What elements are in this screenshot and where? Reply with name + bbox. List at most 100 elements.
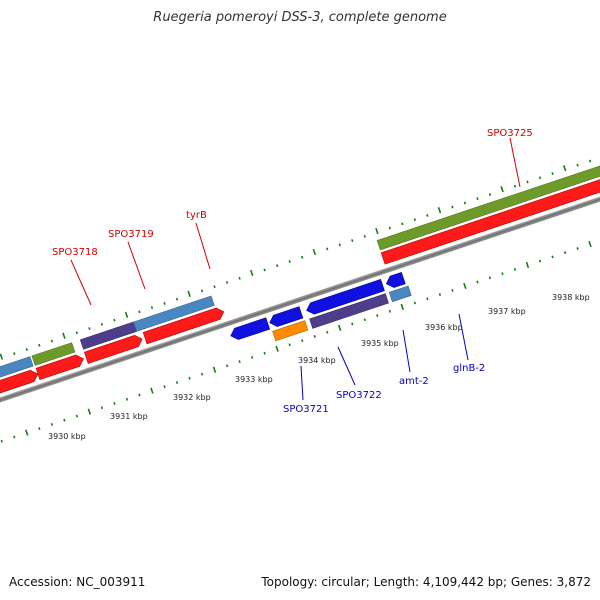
minor-tick [25,348,28,351]
minor-tick [50,422,54,426]
major-tick [463,282,467,290]
scale-label: 3937 kbp [488,307,526,316]
minor-tick [175,381,179,384]
scale-label: 3938 kbp [552,293,590,302]
minor-tick [538,176,542,180]
minor-tick [313,335,316,338]
minor-tick [250,355,254,359]
major-tick [562,165,567,172]
scale-label: 3935 kbp [361,339,399,348]
minor-tick [413,301,417,305]
minor-tick [351,239,354,243]
gene-label-tyrb[interactable]: tyrB [186,210,207,221]
minor-tick [376,314,379,317]
scale-label: 3936 kbp [425,323,463,332]
minor-tick [563,251,567,255]
minor-tick [88,327,91,330]
minor-tick [263,351,266,355]
minor-tick [288,343,291,347]
minor-tick [0,439,3,443]
minor-tick [163,301,166,305]
gene-label-glnb2[interactable]: glnB-2 [453,363,485,374]
gene-block-steelblue[interactable] [0,356,34,401]
scale-label: 3931 kbp [110,412,148,421]
minor-tick [288,260,291,263]
cds-arrow-reverse[interactable] [384,271,406,289]
minor-tick [301,339,304,343]
minor-tick [38,343,41,347]
major-tick [187,290,191,297]
gene-label-amt2[interactable]: amt-2 [399,376,429,387]
major-tick [525,261,530,269]
minor-tick [351,322,354,326]
reverse-cds-row [229,271,412,342]
gene-block-steelblue-glnb2[interactable] [388,285,412,303]
major-tick [150,387,154,394]
gene-label-spo3719[interactable]: SPO3719 [108,229,154,240]
minor-tick [413,218,416,222]
major-tick [250,269,254,277]
minor-tick [576,247,579,250]
gene-block-orange[interactable] [272,320,309,342]
minor-tick [451,288,454,292]
gene-label-spo3722[interactable]: SPO3722 [336,390,382,401]
scale-label: 3932 kbp [173,393,211,402]
minor-tick [275,264,279,268]
major-tick [400,303,404,311]
minor-tick [150,306,154,310]
minor-tick [188,376,191,380]
minor-tick [463,201,467,205]
minor-tick [100,322,104,326]
minor-tick [363,234,366,238]
scale-labels: 3930 kbp 3931 kbp 3932 kbp 3933 kbp 3934… [48,293,590,441]
minor-tick [100,406,104,410]
gene-block-olive[interactable] [31,342,76,366]
cds-arrow-reverse[interactable] [229,317,271,342]
major-tick [500,186,504,193]
minor-tick [426,214,429,217]
major-tick [275,345,279,352]
minor-tick [588,159,592,163]
major-tick [312,248,317,256]
cds-arrow[interactable] [84,333,144,364]
minor-tick [50,339,53,343]
gene-label-spo3725[interactable]: SPO3725 [487,128,533,139]
gene-block-purple-amt2[interactable] [309,293,389,329]
major-tick [337,324,342,331]
cds-arrow[interactable] [0,368,40,415]
cds-arrow-reverse[interactable] [268,306,304,329]
gene-block-steelblue-tyrb[interactable] [133,295,215,332]
minor-tick [326,247,329,251]
major-tick [375,227,379,235]
cds-arrow[interactable] [380,153,600,265]
minor-tick [551,172,554,176]
gene-label-spo3718[interactable]: SPO3718 [52,247,98,258]
minor-tick [225,281,229,284]
minor-tick [63,418,66,422]
major-tick [25,429,29,436]
major-tick [437,206,442,214]
minor-tick [513,268,517,271]
major-tick [124,311,129,318]
minor-tick [438,293,442,297]
major-tick [588,240,592,248]
minor-tick [451,205,454,209]
cds-arrow[interactable] [35,353,85,381]
minor-tick [513,184,517,188]
minor-tick [225,364,229,368]
minor-tick [13,435,16,439]
minor-tick [238,360,241,364]
forward-cds-row [0,153,600,415]
top-tick-row [0,159,592,360]
minor-tick [163,385,166,389]
cds-arrow[interactable] [142,306,226,345]
minor-tick [138,393,141,397]
minor-tick [426,297,429,301]
minor-tick [138,310,141,314]
gene-label-spo3721[interactable]: SPO3721 [283,404,329,415]
minor-tick [263,268,266,272]
bottom-tick-row [0,240,592,443]
minor-tick [301,255,304,259]
cds-arrow-reverse[interactable] [305,278,385,316]
